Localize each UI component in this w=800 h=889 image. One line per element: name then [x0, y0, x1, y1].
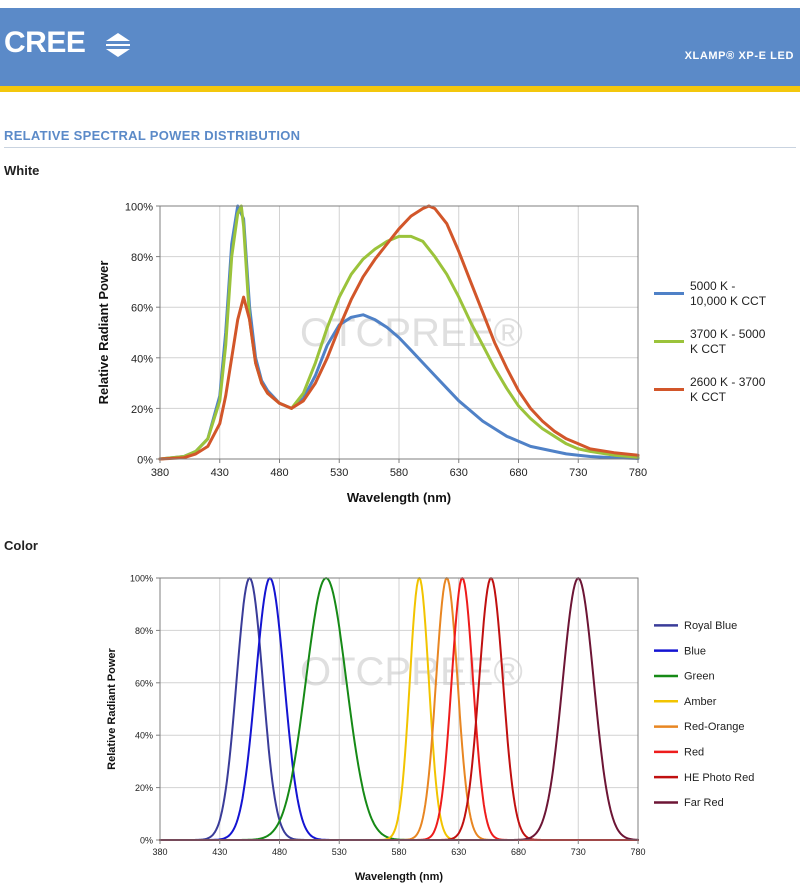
y-tick-label: 0%	[137, 455, 153, 467]
legend-label-royal-blue: Royal Blue	[684, 620, 737, 632]
legend-label-3700-k-5000-k-cct: 3700 K - 5000 K CCT	[690, 327, 766, 356]
y-tick-label: 60%	[131, 303, 153, 315]
legend-label-green: Green	[684, 671, 715, 683]
x-tick-label: 680	[511, 847, 526, 857]
double-chevron-icon	[106, 33, 130, 57]
page-header	[0, 8, 800, 86]
x-tick-label: 730	[569, 467, 587, 479]
y-tick-label: 40%	[135, 731, 153, 741]
brand-logo: CREE	[4, 26, 86, 59]
y-tick-label: 80%	[131, 252, 153, 264]
section-title: RELATIVE SPECTRAL POWER DISTRIBUTION	[4, 128, 301, 143]
x-tick-label: 480	[272, 847, 287, 857]
y-tick-label: 100%	[130, 574, 153, 584]
y-tick-label: 60%	[135, 678, 153, 688]
x-tick-label: 630	[451, 847, 466, 857]
x-tick-label: 530	[332, 847, 347, 857]
x-tick-label: 580	[390, 467, 408, 479]
y-tick-label: 100%	[125, 202, 153, 214]
legend-label-5000-k-10-000-k-cct: 5000 K -10,000 K CCT	[690, 279, 767, 308]
x-tick-label: 730	[571, 847, 586, 857]
color-spectrum-chart: OTCPREE®380 430 480 530 580 630 680 730 7800%20%…	[106, 574, 754, 884]
y-axis-label: Relative Radiant Power	[106, 647, 118, 769]
legend-label-2600-k-3700-k-cct: 2600 K - 3700 K CCT	[690, 375, 766, 404]
x-tick-label: 380	[151, 467, 169, 479]
product-name: XLAMP® XP-E LED	[684, 50, 794, 62]
legend-label-far-red: Far Red	[684, 797, 724, 809]
y-tick-label: 80%	[135, 626, 153, 636]
chart-color-title: Color	[4, 538, 38, 553]
x-tick-label: 480	[270, 467, 288, 479]
y-tick-label: 20%	[131, 404, 153, 416]
legend-label-red-orange: Red-Orange	[684, 721, 745, 733]
x-tick-label: 680	[509, 467, 527, 479]
x-tick-label: 780	[629, 467, 647, 479]
header-stripe	[0, 86, 800, 92]
x-tick-label: 780	[630, 847, 645, 857]
legend-label-blue: Blue	[684, 645, 706, 657]
x-tick-label: 580	[391, 847, 406, 857]
chart-white-title: White	[4, 163, 40, 178]
legend-label-amber: Amber	[684, 696, 717, 708]
x-tick-label: 430	[212, 847, 227, 857]
legend-label-he-photo-red: HE Photo Red	[684, 772, 754, 784]
section-divider	[4, 147, 796, 148]
x-axis-label: Wavelength (nm)	[347, 490, 451, 505]
y-tick-label: 0%	[140, 836, 153, 846]
legend-label-red: Red	[684, 747, 704, 759]
x-tick-label: 530	[330, 467, 348, 479]
x-axis-label: Wavelength (nm)	[355, 871, 444, 883]
series-line-2600-k-3700-k-cct	[158, 204, 640, 461]
x-tick-label: 630	[450, 467, 468, 479]
y-axis-label: Relative Radiant Power	[96, 261, 111, 405]
white-spectrum-chart: OTCPREE®380 430 480 530 580 630 680 730 7800%20%…	[96, 202, 767, 506]
series-line-3700-k-5000-k-cct	[158, 204, 640, 461]
x-tick-label: 380	[152, 847, 167, 857]
y-tick-label: 40%	[131, 353, 153, 365]
x-tick-label: 430	[211, 467, 229, 479]
y-tick-label: 20%	[135, 783, 153, 793]
